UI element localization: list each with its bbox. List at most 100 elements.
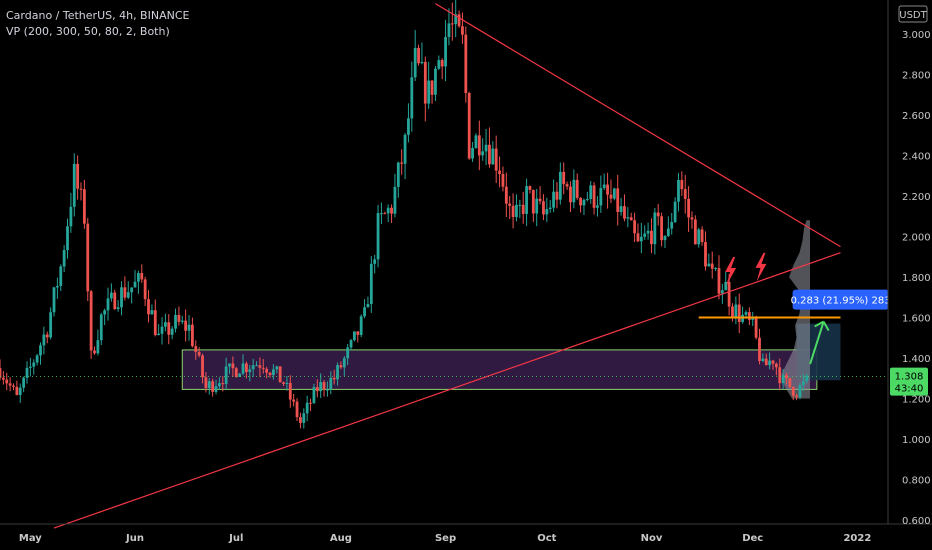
candle-body — [241, 363, 245, 374]
time-tick-label: Aug — [330, 533, 352, 544]
candle-body — [62, 250, 66, 267]
candle — [170, 326, 174, 340]
candle — [704, 231, 707, 271]
candle — [1, 370, 5, 385]
candle-body — [386, 207, 390, 214]
candle-body — [542, 201, 545, 215]
candle-body — [130, 287, 134, 293]
candle — [413, 30, 417, 82]
candle — [322, 379, 326, 397]
candle — [282, 381, 285, 386]
candle-body — [528, 186, 532, 190]
candle — [69, 193, 73, 233]
candle — [346, 343, 350, 366]
symbol-title[interactable]: Cardano / TetherUS, 4h, BINANCE — [6, 9, 190, 22]
candle-body — [231, 363, 235, 369]
candle-body — [28, 366, 32, 368]
candle-body — [481, 151, 485, 156]
price-tick-label: 1.200 — [902, 395, 931, 406]
candle-body — [221, 383, 225, 385]
lower-trendline[interactable] — [53, 252, 841, 529]
candle — [211, 378, 215, 397]
candle — [531, 189, 535, 223]
candle — [245, 361, 248, 379]
candle — [258, 357, 262, 378]
candle-body — [366, 304, 370, 308]
candle-body — [643, 233, 647, 237]
support-zone[interactable] — [181, 349, 818, 390]
candle — [569, 181, 572, 213]
candle — [0, 359, 2, 381]
candle-body — [245, 363, 248, 373]
candle — [55, 277, 59, 299]
candle — [538, 186, 542, 205]
candle-body — [86, 223, 90, 292]
candle-body — [116, 307, 120, 310]
candle — [160, 317, 164, 345]
candle — [396, 161, 400, 198]
candle-body — [197, 351, 201, 356]
volume-profile[interactable] — [781, 220, 811, 399]
candle-body — [150, 310, 154, 315]
candle — [197, 347, 201, 358]
candle-body — [35, 355, 39, 363]
candle-body — [282, 382, 285, 384]
candle — [464, 26, 468, 103]
candle — [450, 2, 454, 41]
candle — [265, 366, 269, 379]
candle — [737, 293, 741, 334]
upper-trendline[interactable] — [435, 3, 841, 248]
candle — [768, 352, 772, 370]
candle — [12, 383, 15, 391]
candle — [690, 211, 694, 229]
candle-body — [660, 216, 663, 241]
currency-badge[interactable] — [898, 5, 928, 23]
lightning-bolt-icon[interactable] — [725, 256, 737, 286]
candle-body — [109, 292, 113, 299]
candle — [231, 356, 235, 377]
candle — [616, 174, 620, 226]
candle — [633, 212, 636, 243]
candle — [309, 398, 312, 412]
measure-label-box[interactable] — [792, 289, 889, 310]
current-price-badge[interactable] — [890, 367, 928, 396]
candle — [494, 135, 498, 184]
candle-body — [160, 326, 164, 334]
candle — [666, 216, 670, 238]
candle — [653, 207, 657, 255]
candle-body — [393, 186, 397, 214]
candle — [548, 200, 552, 213]
time-tick-label: Jun — [125, 533, 144, 544]
candle — [612, 187, 616, 201]
candle-body — [309, 402, 312, 404]
candle — [447, 8, 451, 46]
candle-body — [292, 399, 296, 402]
candle-body — [788, 378, 792, 387]
candle — [407, 103, 410, 143]
candle — [542, 194, 545, 221]
candle-body — [299, 417, 302, 423]
lightning-bolt-icon[interactable] — [755, 252, 767, 282]
candle-body — [167, 322, 171, 335]
projection-arrow[interactable] — [809, 321, 825, 365]
candle-body — [99, 314, 103, 341]
candle-body — [758, 337, 761, 361]
price-axis-panel[interactable] — [888, 0, 932, 550]
candle-body — [373, 259, 377, 264]
candle — [437, 55, 441, 70]
candle — [76, 155, 80, 200]
candle-body — [629, 217, 633, 221]
candle — [99, 312, 103, 345]
candle-body — [76, 163, 80, 189]
candle-body — [72, 163, 76, 207]
candle-body — [32, 362, 36, 367]
candle — [457, 10, 461, 28]
candle — [687, 186, 691, 232]
candle-body — [724, 281, 728, 291]
candle-body — [518, 204, 522, 206]
candle-body — [498, 170, 501, 174]
candle — [771, 359, 775, 370]
candle — [805, 374, 809, 384]
indicator-label[interactable]: VP (200, 300, 50, 80, 2, Both) — [6, 25, 170, 38]
